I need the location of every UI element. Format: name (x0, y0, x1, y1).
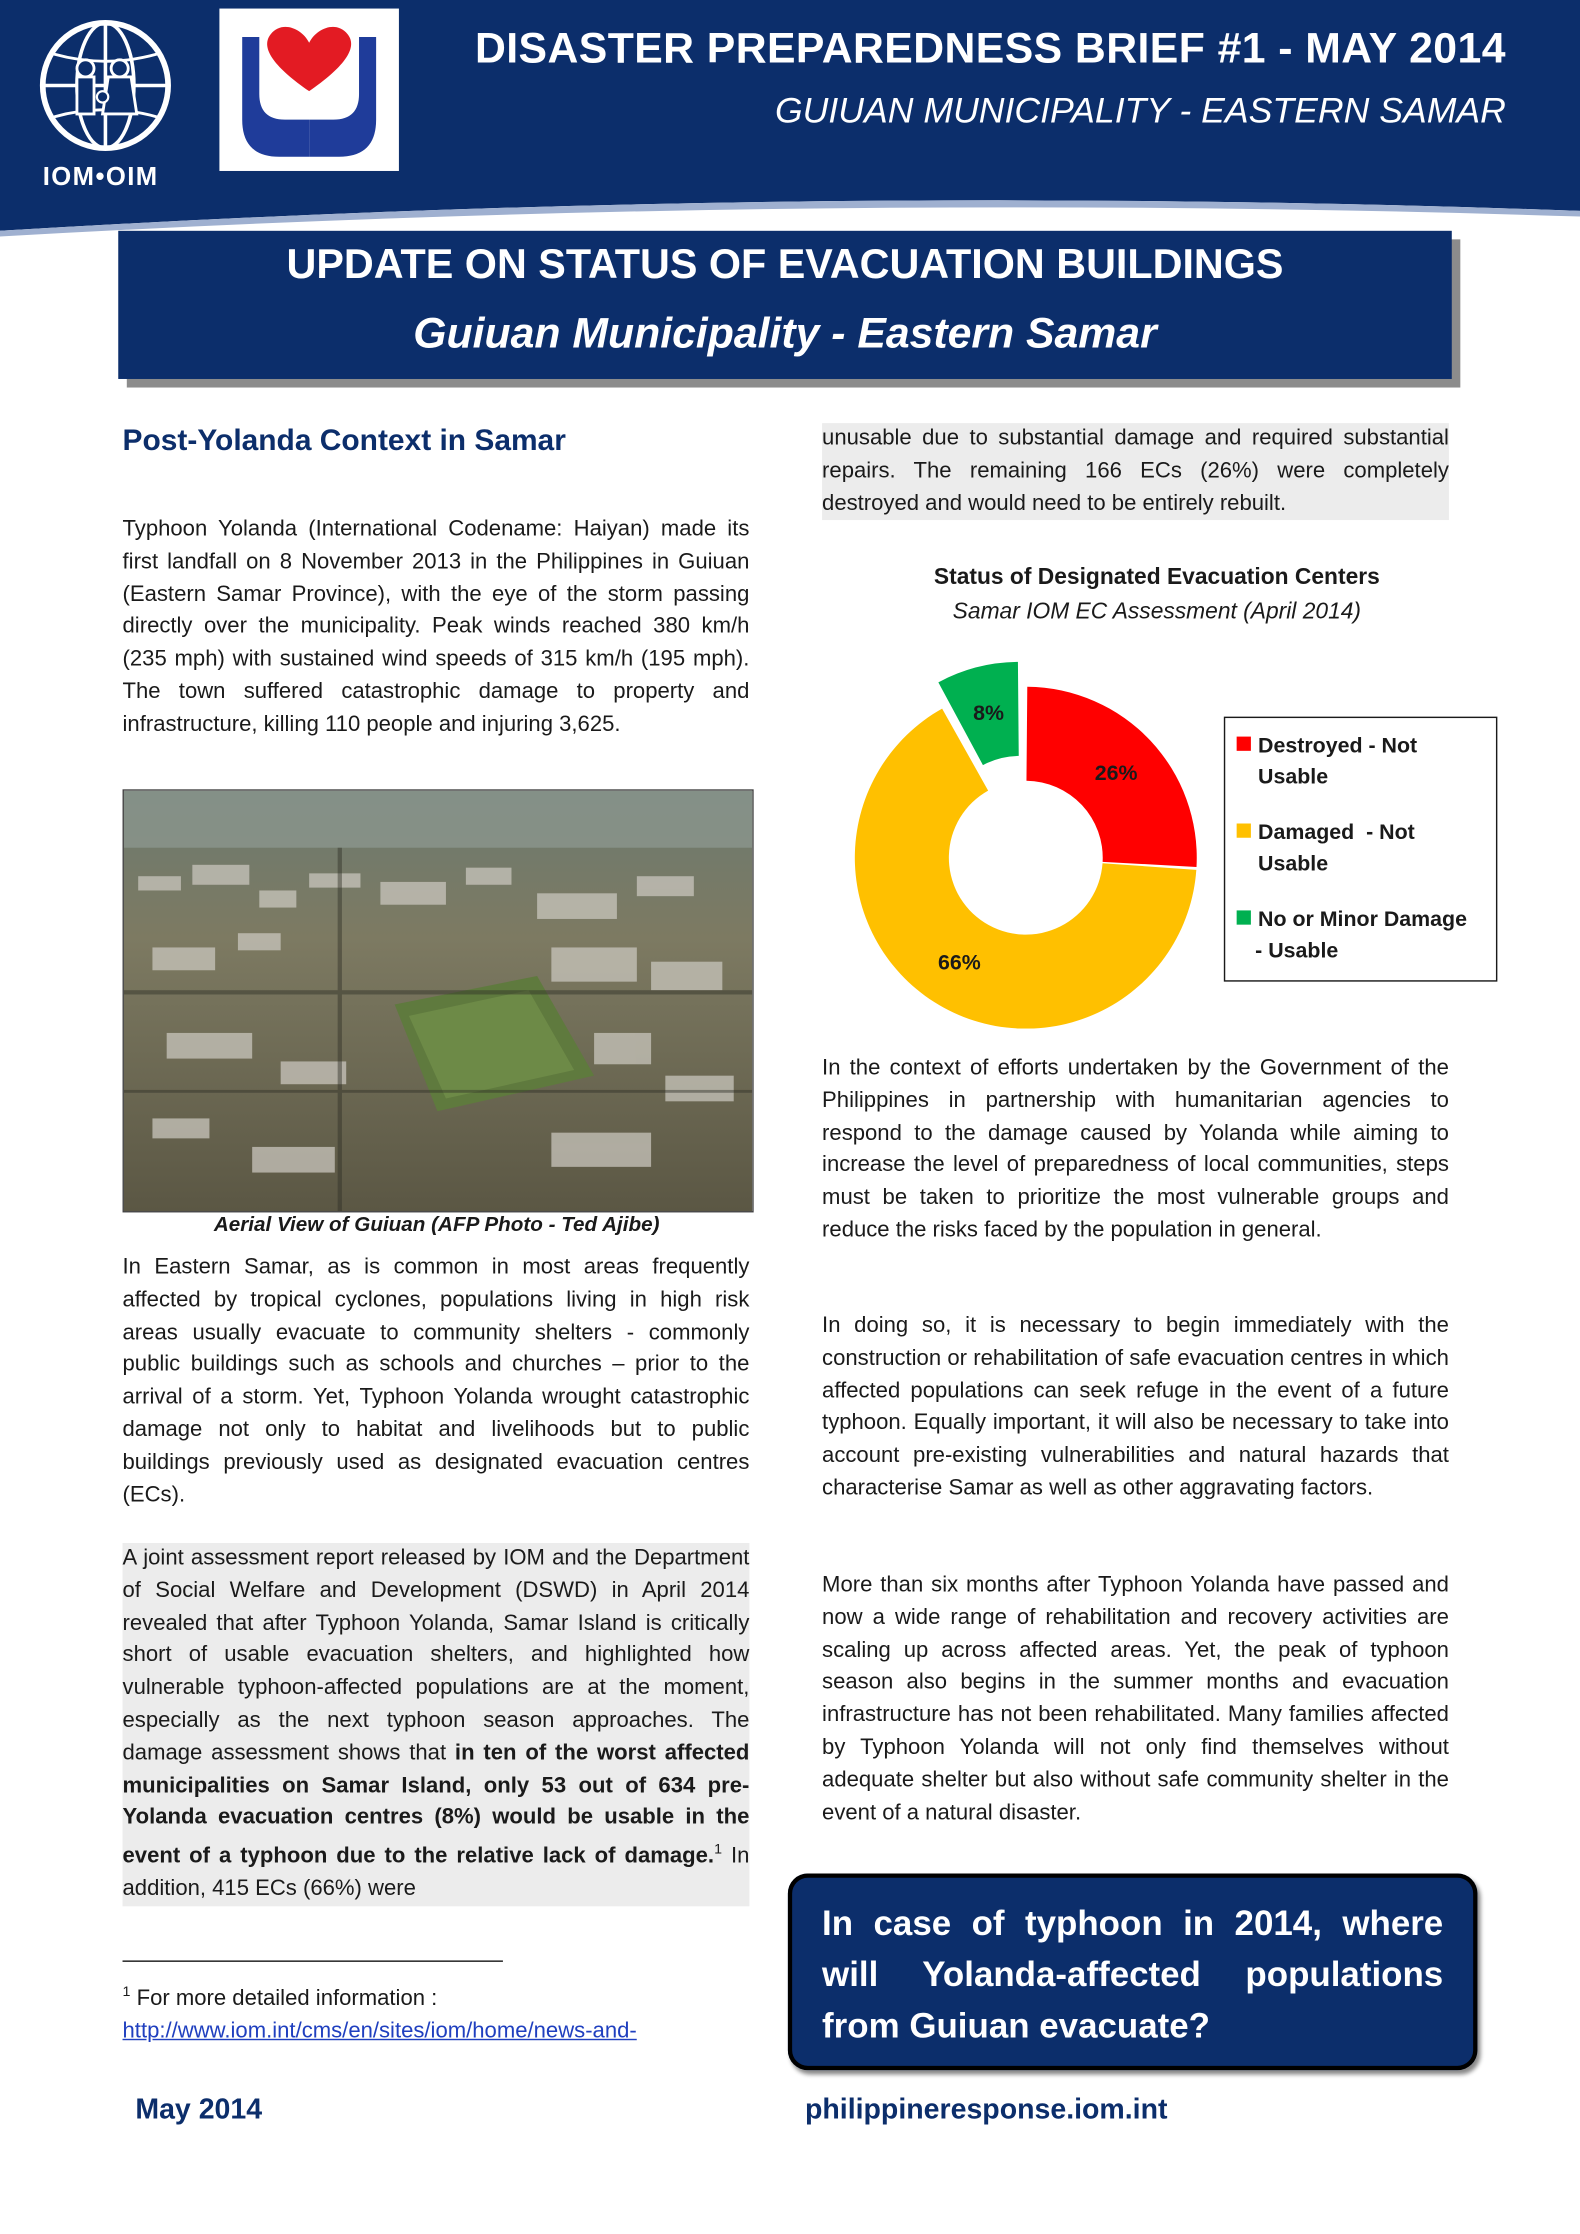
photo-caption: Aerial View of Guiuan (AFP Photo - Ted A… (213, 1213, 660, 1237)
legend-label: Destroyed - Not (1258, 733, 1418, 758)
paragraph-six-months: More than six months after Typhoon Yolan… (822, 1570, 1449, 1830)
banner-subtitle: Guiuan Municipality - Eastern Samar (413, 310, 1157, 358)
paragraph-text: In doing so, it is necessary to begin im… (822, 1313, 1449, 1501)
aerial-photo-image (123, 790, 753, 1212)
banner-title: UPDATE ON STATUS OF EVACUATION BUILDINGS (286, 242, 1284, 288)
iom-logo-text: IOM•OIM (42, 162, 159, 191)
footer-website[interactable]: philippineresponse.iom.int (804, 2094, 1168, 2126)
legend-item: Damaged - Not Usable (1236, 818, 1415, 881)
donut-data-label: 26% (1095, 761, 1138, 785)
donut-slice (938, 661, 1019, 766)
header-title: DISASTER PREPAREDNESS BRIEF #1 - MAY 201… (474, 25, 1506, 73)
chart-title: Status of Designated Evacuation Centers (933, 565, 1380, 590)
title-banner: UPDATE ON STATUS OF EVACUATION BUILDINGS… (118, 230, 1452, 379)
paragraph-assessment: A joint assessment report released by IO… (122, 1542, 750, 1907)
aerial-photo (122, 789, 754, 1213)
paragraph-eastern-samar: In Eastern Samar, as is common in most a… (123, 1252, 750, 1512)
callout-text: In case of typhoon in 2014, where will Y… (822, 1904, 1444, 2046)
paragraph-text: More than six months after Typhoon Yolan… (822, 1572, 1449, 1825)
legend-label: No or Minor Damage (1258, 907, 1468, 932)
donut-data-label: 66% (938, 950, 981, 974)
paragraph-text: In Eastern Samar, as is common in most a… (122, 1255, 750, 1507)
paragraph-text: A joint assessment report released by IO… (122, 1545, 750, 1765)
chart-legend: Destroyed - Not Usable Damaged - Not Usa… (1223, 716, 1498, 982)
dswd-hands-heart-icon (242, 26, 377, 157)
legend-swatch-usable (1236, 910, 1251, 925)
legend-label: Usable (1258, 765, 1329, 790)
paragraph-construction: In doing so, it is necessary to begin im… (822, 1311, 1449, 1506)
footer-date: May 2014 (135, 2094, 263, 2126)
paragraph-text: In the context of efforts undertaken by … (822, 1055, 1449, 1243)
paragraph-context: Typhoon Yolanda (International Codename:… (123, 514, 750, 741)
footnote-number: 1 (122, 1984, 131, 2001)
legend-label: Damaged - Not (1258, 820, 1415, 845)
paragraph-text: In addition, 415 ECs (66%) were (122, 1844, 750, 1901)
legend-label: - Usable (1255, 938, 1339, 964)
legend-item: No or Minor Damage - Usable (1236, 905, 1468, 968)
footnote-marker: 1 (714, 1842, 723, 1859)
legend-swatch-destroyed (1236, 736, 1251, 751)
donut-data-label: 8% (973, 701, 1004, 725)
legend-swatch-damaged (1236, 823, 1251, 838)
legend-label: Usable (1258, 851, 1329, 877)
section-heading: Post-Yolanda Context in Samar (122, 424, 566, 458)
paragraph-text: Typhoon Yolanda (International Codename:… (122, 517, 750, 737)
footnote: 1 For more detailed information : http:/… (123, 1976, 637, 2047)
donut-slice (1026, 686, 1197, 867)
paragraph-government: In the context of efforts undertaken by … (822, 1053, 1449, 1248)
footnote-text: For more detailed information : (130, 1986, 438, 2011)
dswd-logo (219, 8, 399, 171)
paragraph-continued: unusable due to substantial damage and r… (822, 423, 1449, 521)
iom-logo-icon (39, 19, 171, 152)
donut-slice (854, 708, 1197, 1029)
header-subtitle: GUIUAN MUNICIPALITY - EASTERN SAMAR (774, 91, 1506, 132)
footnote-link[interactable]: http://www.iom.int/cms/en/sites/iom/home… (122, 2019, 637, 2044)
callout-box: In case of typhoon in 2014, where will Y… (787, 1873, 1478, 2071)
legend-item: Destroyed - Not Usable (1236, 731, 1418, 794)
chart-subtitle: Samar IOM EC Assessment (April 2014) (952, 599, 1362, 625)
paragraph-text: unusable due to substantial damage and r… (822, 425, 1449, 516)
paragraph-highlight: in ten of the worst affected municipalit… (122, 1740, 750, 1869)
footnote-divider (122, 1960, 503, 1962)
donut-chart: 26% 66% 8% (854, 661, 1197, 1029)
